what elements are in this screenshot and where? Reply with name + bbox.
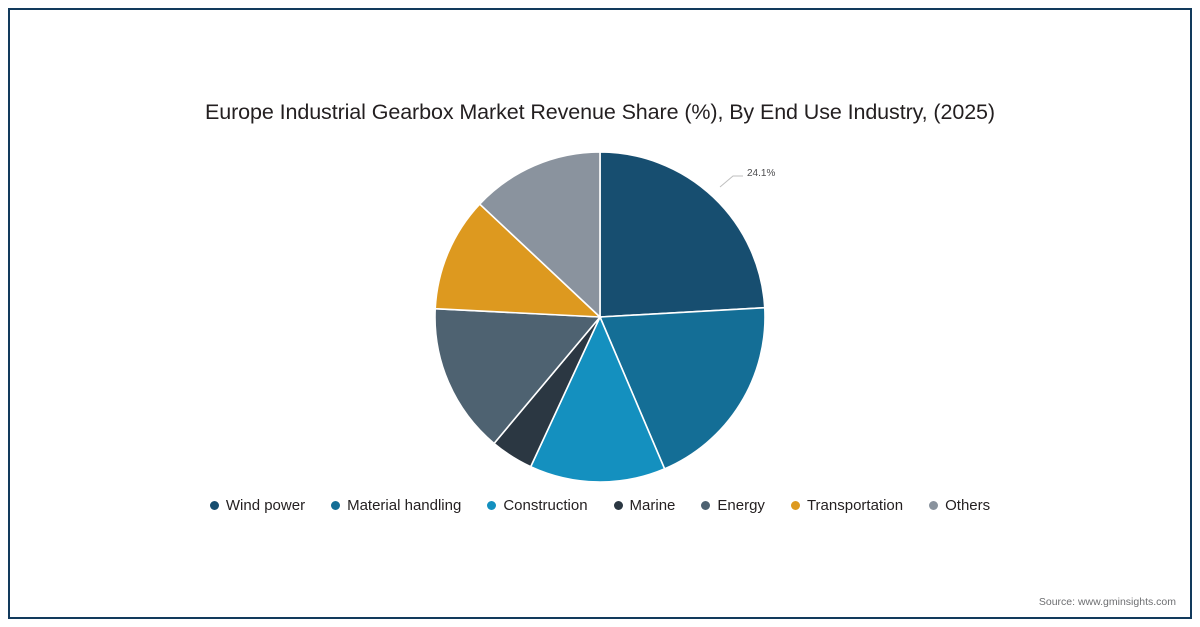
chart-legend: Wind power Material handling Construction M… [0,498,1200,513]
legend-item-wind-power[interactable]: Wind power [209,497,306,514]
legend-item-energy[interactable]: Energy [701,498,765,513]
legend-dot-icon [613,501,623,510]
legend-item-label: Others [945,497,991,514]
legend-dot-icon [701,501,711,510]
legend-item-marine[interactable]: Marine [613,497,676,514]
legend-item-label: Energy [717,497,765,514]
legend-item-label: Wind power [225,497,306,514]
legend-item-transportation[interactable]: Transportation [790,497,904,514]
legend-item-label: Transportation [806,497,904,514]
slice-value-label-wind-power: 24.1% [747,168,776,179]
legend-item-label: Material handling [347,497,462,514]
legend-dot-icon [209,501,219,510]
legend-dot-icon [331,501,341,510]
legend-item-construction[interactable]: Construction [487,497,588,514]
page-title: Europe Industrial Gearbox Market Revenue… [205,100,995,124]
legend-item-label: Construction [503,497,588,514]
legend-dot-icon [929,501,939,510]
source-attribution: Source: www.gminsights.com [1038,596,1176,608]
legend-dot-icon [487,501,497,510]
legend-item-others[interactable]: Others [929,498,990,513]
legend-item-material-handling[interactable]: Material handling [331,498,461,513]
legend-dot-icon [790,501,800,510]
legend-item-label: Marine [629,497,676,514]
